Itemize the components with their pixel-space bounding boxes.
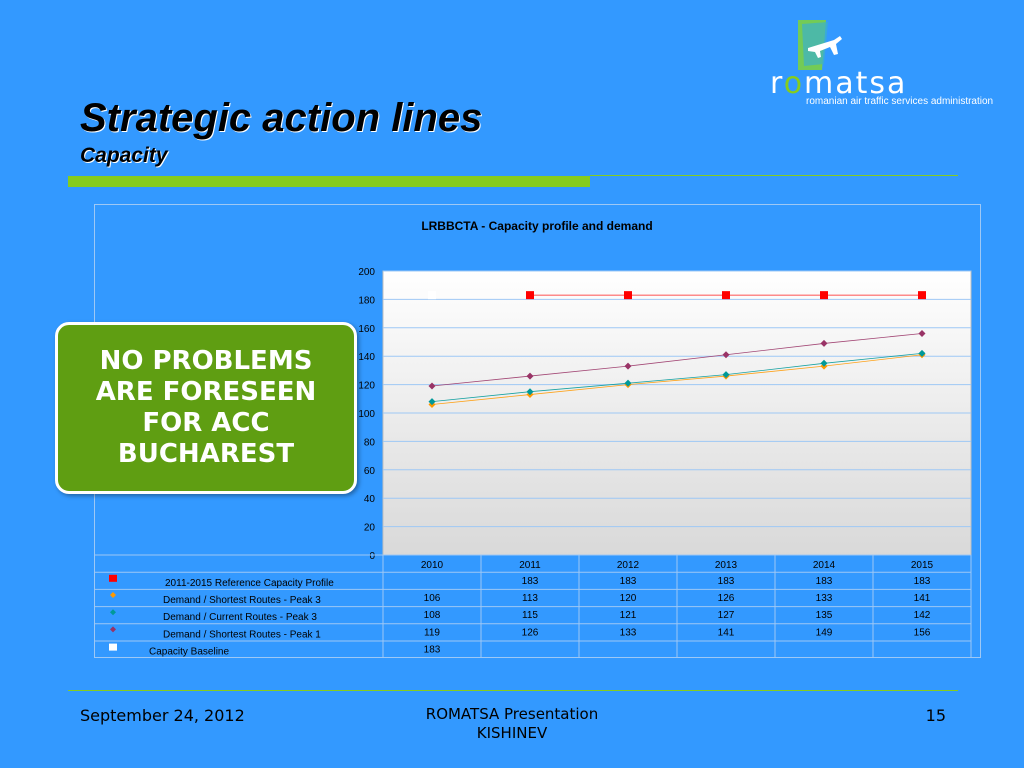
series-line bbox=[431, 333, 923, 387]
callout-box: NO PROBLEMS ARE FORESEEN FOR ACC BUCHARE… bbox=[55, 322, 357, 494]
series-line bbox=[431, 352, 923, 403]
data-point bbox=[624, 379, 632, 387]
data-label: 113 bbox=[522, 593, 538, 604]
chart-plot: 0 20 40 60 80 100 120 140 160 180 200 2010 2011 2012 2… bbox=[95, 267, 972, 657]
logo-tagline: romanian air traffic services administra… bbox=[806, 96, 994, 107]
legend-key bbox=[109, 643, 117, 651]
page-number: 15 bbox=[925, 706, 946, 725]
y-tick-label: 160 bbox=[358, 324, 375, 335]
data-label: 115 bbox=[522, 610, 538, 621]
slide-subtitle: Capacity bbox=[80, 144, 168, 167]
y-tick-label: 180 bbox=[358, 295, 375, 306]
x-tick-label: 2012 bbox=[617, 560, 640, 571]
logo-wordmark: romatsa bbox=[770, 66, 908, 101]
y-tick-label: 20 bbox=[364, 523, 376, 534]
legend-label: Demand / Shortest Routes - Peak 3 bbox=[163, 595, 321, 606]
data-label: 135 bbox=[816, 610, 833, 621]
data-label: 142 bbox=[914, 610, 931, 621]
data-point bbox=[722, 371, 730, 379]
data-label: 127 bbox=[718, 610, 735, 621]
data-point bbox=[722, 291, 730, 300]
legend-key bbox=[110, 609, 116, 616]
data-label: 183 bbox=[424, 645, 441, 656]
data-point bbox=[428, 398, 436, 406]
y-tick-label: 140 bbox=[358, 352, 375, 363]
data-label: 133 bbox=[816, 593, 833, 604]
x-tick-label: 2015 bbox=[911, 560, 934, 571]
data-point bbox=[624, 362, 632, 370]
data-label: 126 bbox=[718, 593, 735, 604]
data-point bbox=[722, 351, 730, 359]
y-tick-label: 40 bbox=[364, 494, 376, 505]
legend-label: Demand / Current Routes - Peak 3 bbox=[163, 612, 317, 623]
title-underline-thin bbox=[590, 175, 958, 176]
data-label: 183 bbox=[914, 576, 931, 587]
data-label: 120 bbox=[620, 593, 637, 604]
data-label: 183 bbox=[718, 576, 735, 587]
y-tick-label: 100 bbox=[358, 409, 375, 420]
legend-key bbox=[109, 574, 117, 582]
data-point bbox=[428, 382, 436, 390]
footer-date: September 24, 2012 bbox=[80, 706, 245, 725]
data-label: 106 bbox=[424, 593, 441, 604]
data-point bbox=[918, 349, 926, 357]
data-point bbox=[820, 339, 828, 347]
footer-presentation: ROMATSA Presentation KISHINEV bbox=[362, 705, 662, 743]
series-line bbox=[431, 354, 923, 405]
y-tick-label: 60 bbox=[364, 466, 376, 477]
data-label: 133 bbox=[620, 627, 637, 638]
title-underline bbox=[68, 176, 590, 187]
legend-key bbox=[110, 626, 116, 633]
data-label: 183 bbox=[620, 576, 637, 587]
airplane-icon bbox=[798, 20, 842, 70]
data-label: 156 bbox=[914, 627, 931, 638]
data-point bbox=[918, 329, 926, 337]
callout-text: NO PROBLEMS ARE FORESEEN FOR ACC BUCHARE… bbox=[95, 346, 317, 469]
y-tick-label: 120 bbox=[358, 381, 375, 392]
data-point bbox=[526, 291, 534, 300]
y-tick-label: 200 bbox=[358, 267, 375, 278]
data-point bbox=[526, 388, 534, 396]
data-label: 183 bbox=[816, 576, 833, 587]
footer-presentation-line1: ROMATSA Presentation bbox=[425, 705, 599, 723]
data-label: 183 bbox=[522, 576, 539, 587]
x-tick-label: 2010 bbox=[421, 560, 444, 571]
footer-presentation-line2: KISHINEV bbox=[476, 724, 548, 742]
data-point bbox=[624, 291, 632, 300]
data-point bbox=[820, 359, 828, 367]
y-tick-label: 80 bbox=[364, 437, 376, 448]
chart-title: LRBBCTA - Capacity profile and demand bbox=[421, 219, 653, 233]
legend-label: Capacity Baseline bbox=[149, 647, 229, 657]
data-point bbox=[526, 372, 534, 380]
x-tick-label: 2011 bbox=[519, 560, 541, 571]
data-point bbox=[820, 291, 828, 300]
data-label: 149 bbox=[816, 627, 833, 638]
x-tick-label: 2013 bbox=[715, 560, 738, 571]
y-tick-label: 0 bbox=[369, 551, 375, 562]
data-label: 119 bbox=[424, 627, 440, 638]
data-label: 108 bbox=[424, 610, 441, 621]
data-label: 141 bbox=[914, 593, 931, 604]
legend-key bbox=[110, 592, 116, 598]
x-tick-label: 2014 bbox=[813, 560, 836, 571]
romatsa-logo: romatsa romanian air traffic services ad… bbox=[768, 18, 1013, 110]
footer-divider bbox=[68, 690, 958, 691]
data-point bbox=[428, 291, 436, 300]
data-label: 126 bbox=[522, 627, 539, 638]
legend-label: Demand / Shortest Routes - Peak 1 bbox=[163, 629, 321, 640]
data-point bbox=[918, 291, 926, 300]
data-label: 121 bbox=[620, 610, 637, 621]
slide-title: Strategic action lines bbox=[80, 96, 483, 140]
legend-label: 2011-2015 Reference Capacity Profile bbox=[165, 578, 334, 589]
data-label: 141 bbox=[718, 627, 735, 638]
